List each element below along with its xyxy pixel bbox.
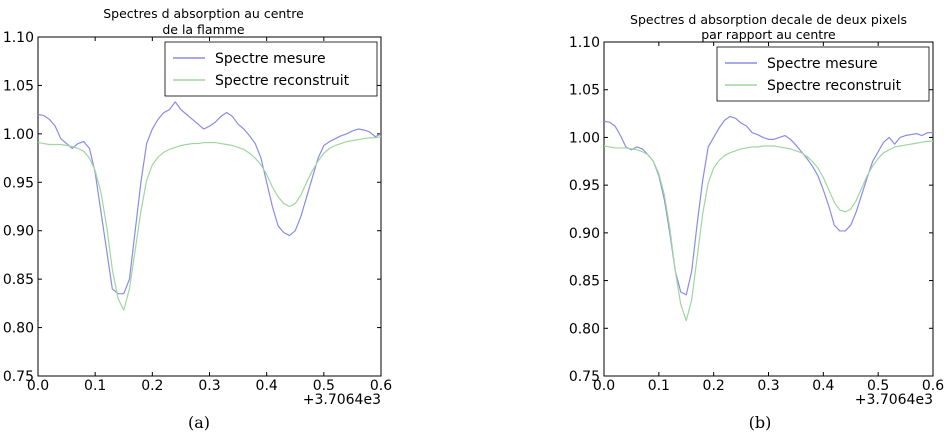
x-tick-label: 0.2 (703, 378, 725, 394)
x-tick-label: 0.3 (198, 378, 220, 394)
legend-label-0: Spectre mesure (767, 56, 878, 72)
y-tick-label: 1.05 (3, 78, 34, 94)
series-line-0 (38, 101, 381, 295)
x-tick-label: 0.3 (757, 378, 779, 394)
y-tick-label: 0.95 (3, 175, 34, 191)
legend-box (164, 41, 378, 97)
legend-label-0: Spectre mesure (215, 51, 326, 67)
y-tick-label: 0.90 (569, 226, 600, 242)
x-tick-label: 0.1 (648, 378, 670, 394)
y-tick-label: 1.00 (569, 130, 600, 146)
chart-title-line-2: de la flamme (162, 22, 245, 37)
x-tick-label: 0.4 (812, 378, 834, 394)
series-line-0 (604, 115, 933, 296)
y-tick-label: 0.85 (3, 272, 34, 288)
series-line-1 (38, 136, 381, 311)
x-tick-label: 0.2 (141, 378, 163, 394)
x-tick-label: 0.4 (256, 378, 278, 394)
y-tick-label: 0.80 (3, 321, 34, 337)
x-offset-label: +3.7064e3 (303, 392, 381, 408)
chart-panel-1: Spectres d absorption decale de deux pix… (569, 12, 944, 432)
chart-title-line-2: par rapport au centre (701, 27, 836, 42)
x-tick-label: 0.6 (370, 378, 392, 394)
x-tick-label: 0.5 (867, 378, 889, 394)
y-tick-label: 0.85 (569, 274, 600, 290)
legend-box (716, 46, 930, 102)
x-tick-label: 0.5 (313, 378, 335, 394)
y-tick-label: 0.75 (569, 369, 600, 385)
x-tick-label: 0.0 (27, 378, 49, 394)
panel-caption: (a) (188, 413, 210, 432)
x-tick-label: 0.6 (922, 378, 944, 394)
x-tick-label: 0.0 (593, 378, 615, 394)
y-tick-label: 1.10 (569, 35, 600, 51)
y-tick-label: 0.80 (569, 321, 600, 337)
y-tick-label: 1.10 (3, 30, 34, 46)
y-tick-label: 0.95 (569, 178, 600, 194)
series-group (604, 115, 933, 322)
chart-title-line-1: Spectres d absorption decale de deux pix… (630, 12, 907, 27)
panel-caption: (b) (749, 413, 772, 432)
x-offset-label: +3.7064e3 (855, 392, 933, 408)
y-tick-label: 1.00 (3, 127, 34, 143)
series-group (38, 101, 381, 311)
x-tick-label: 0.1 (84, 378, 106, 394)
y-tick-label: 1.05 (569, 83, 600, 99)
y-tick-label: 0.75 (3, 369, 34, 385)
y-tick-label: 0.90 (3, 224, 34, 240)
legend-label-1: Spectre reconstruit (215, 73, 350, 89)
chart-title-line-1: Spectres d absorption au centre (103, 6, 304, 21)
legend-label-1: Spectre reconstruit (767, 78, 902, 94)
series-line-1 (604, 140, 933, 322)
